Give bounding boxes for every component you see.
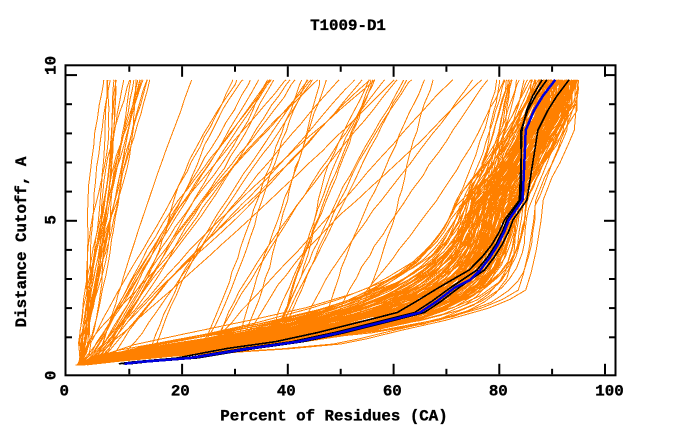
svg-text:40: 40 (277, 383, 296, 401)
svg-text:100: 100 (595, 383, 623, 401)
svg-text:60: 60 (383, 383, 402, 401)
svg-text:T1009-D1: T1009-D1 (310, 17, 386, 35)
svg-text:5: 5 (43, 215, 61, 224)
svg-text:10: 10 (43, 56, 61, 75)
svg-text:0: 0 (60, 383, 69, 401)
svg-text:20: 20 (171, 383, 190, 401)
svg-text:0: 0 (43, 371, 61, 380)
svg-text:80: 80 (489, 383, 508, 401)
svg-text:Percent of Residues (CA): Percent of Residues (CA) (220, 408, 448, 426)
svg-text:Distance Cutoff, A: Distance Cutoff, A (13, 156, 31, 327)
